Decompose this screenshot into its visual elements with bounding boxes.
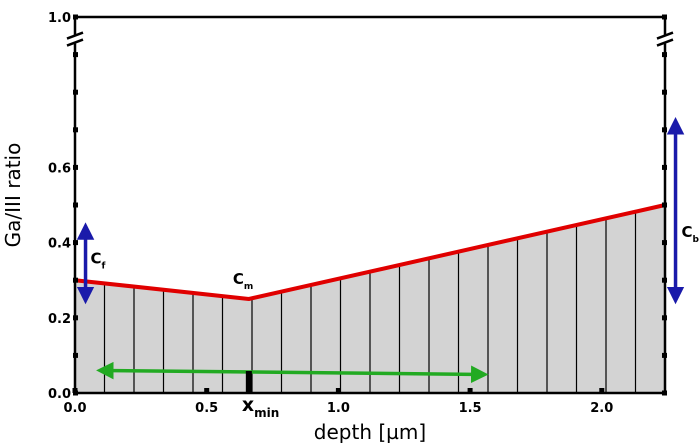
y-minor-tick-right <box>662 277 667 283</box>
y-minor-tick-right <box>662 127 667 133</box>
y-tick-right <box>662 164 667 170</box>
profile-line <box>74 203 666 301</box>
y-minor-tick-right <box>662 202 667 208</box>
y-minor-tick <box>73 127 78 133</box>
axis-break-mark <box>656 38 674 47</box>
cb-label: Cb <box>682 223 700 245</box>
y-minor-tick <box>73 52 78 58</box>
x-tick-label: 0.5 <box>195 401 218 416</box>
y-tick-label: 0.0 <box>48 387 71 402</box>
y-tick <box>73 240 78 246</box>
y-minor-tick <box>73 277 78 283</box>
y-tick-right <box>662 240 667 246</box>
axis-break-mark <box>66 31 84 40</box>
y-tick-right <box>662 315 667 321</box>
axis-break-mark <box>66 38 84 47</box>
labels-group: 0.0 0.2 0.4 0.6 1.0 0.0 0.5 1.0 1.5 2.0 Cf Cm Cb xmin… <box>1 11 700 443</box>
x-tick-label: 1.5 <box>459 401 482 416</box>
x-tick <box>204 388 210 393</box>
y-minor-tick-right <box>662 89 667 95</box>
x-tick <box>467 388 473 393</box>
xmin-label: xmin <box>242 394 279 420</box>
y-tick <box>73 164 78 170</box>
axis-break-gap <box>659 35 671 44</box>
green-arrow <box>96 361 489 384</box>
y-minor-tick-right <box>662 52 667 58</box>
cm-label: Cm <box>233 270 253 292</box>
axis-break-mark <box>656 31 674 40</box>
x-tick-label: 0.0 <box>63 401 86 416</box>
x-tick <box>72 388 78 393</box>
y-tick-label: 1.0 <box>48 11 71 26</box>
axis-break-gap <box>69 35 81 44</box>
y-tick <box>73 315 78 321</box>
y-minor-tick-right <box>662 352 667 358</box>
cf-label: Cf <box>91 249 106 271</box>
axes-group <box>66 14 674 396</box>
profile-group <box>74 203 666 301</box>
y-axis-title: Ga/III ratio <box>1 143 25 248</box>
x-tick <box>599 388 605 393</box>
x-tick-label: 1.0 <box>327 401 350 416</box>
y-tick-label: 0.6 <box>48 161 71 176</box>
y-minor-tick <box>73 202 78 208</box>
x-tick-label: 2.0 <box>590 401 613 416</box>
y-tick-right <box>662 14 667 20</box>
y-tick <box>73 14 78 20</box>
y-tick-label: 0.2 <box>48 312 71 327</box>
x-tick <box>335 388 341 393</box>
y-minor-tick <box>73 352 78 358</box>
xmin-marker <box>245 371 252 393</box>
y-tick-label: 0.4 <box>48 237 71 252</box>
annotations-group <box>76 117 685 393</box>
y-tick-right <box>662 390 667 396</box>
x-axis-title: depth [µm] <box>314 420 426 443</box>
y-minor-tick <box>73 89 78 95</box>
